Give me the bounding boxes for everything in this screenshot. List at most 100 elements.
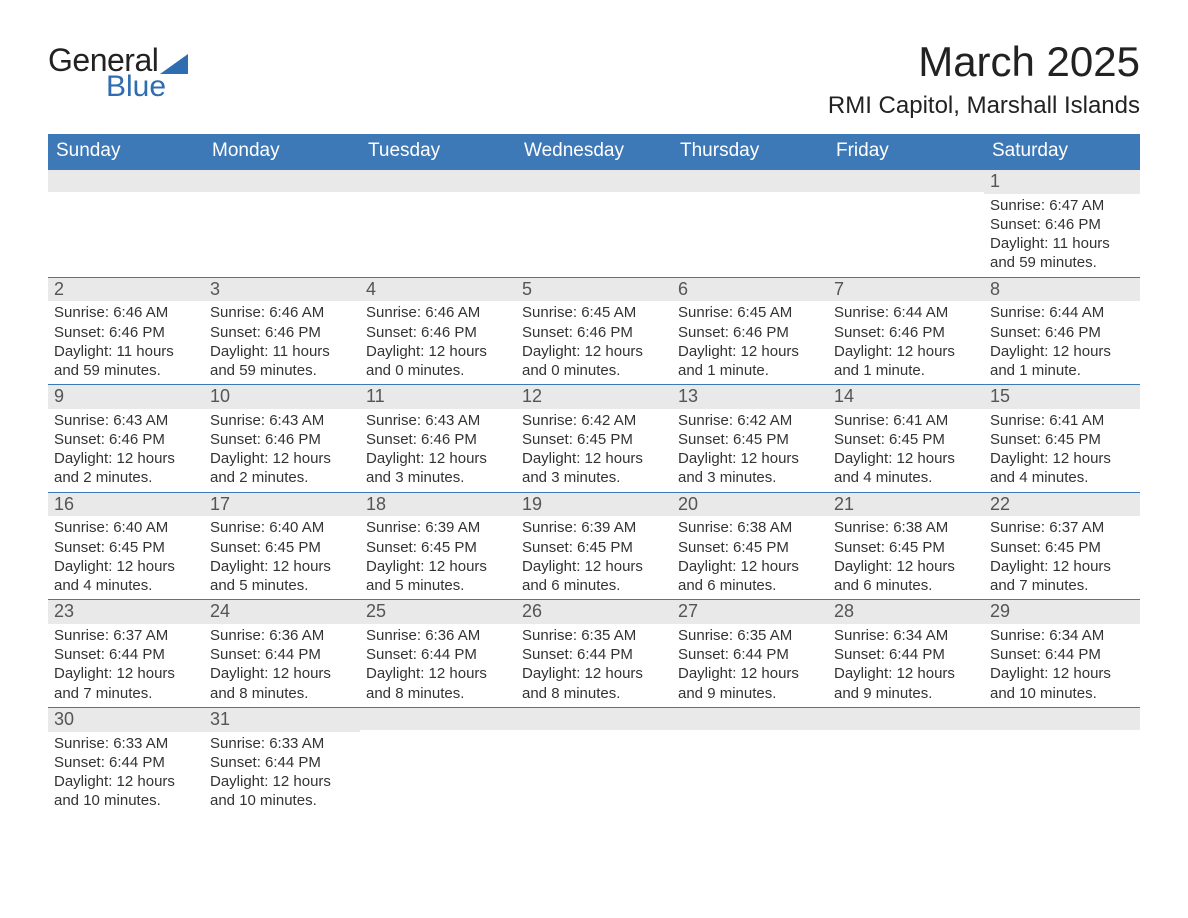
day-number: 2 <box>48 278 204 302</box>
calendar-day-cell: 4Sunrise: 6:46 AMSunset: 6:46 PMDaylight… <box>360 277 516 385</box>
day-details: Sunrise: 6:38 AMSunset: 6:45 PMDaylight:… <box>828 516 984 599</box>
calendar-day-cell: 24Sunrise: 6:36 AMSunset: 6:44 PMDayligh… <box>204 600 360 708</box>
calendar-empty-cell <box>204 170 360 278</box>
day-number: 30 <box>48 708 204 732</box>
logo: General Blue <box>48 44 188 102</box>
day-number: 17 <box>204 493 360 517</box>
calendar-day-cell: 8Sunrise: 6:44 AMSunset: 6:46 PMDaylight… <box>984 277 1140 385</box>
weekday-header: Saturday <box>984 134 1140 170</box>
day-number: 18 <box>360 493 516 517</box>
day-number: 14 <box>828 385 984 409</box>
calendar-day-cell: 17Sunrise: 6:40 AMSunset: 6:45 PMDayligh… <box>204 492 360 600</box>
calendar-empty-cell <box>48 170 204 278</box>
day-details: Sunrise: 6:42 AMSunset: 6:45 PMDaylight:… <box>516 409 672 492</box>
empty-day-strip <box>204 170 360 192</box>
day-number: 7 <box>828 278 984 302</box>
calendar-empty-cell <box>672 170 828 278</box>
calendar-day-cell: 11Sunrise: 6:43 AMSunset: 6:46 PMDayligh… <box>360 385 516 493</box>
empty-day-strip <box>360 708 516 730</box>
day-number: 3 <box>204 278 360 302</box>
day-details: Sunrise: 6:35 AMSunset: 6:44 PMDaylight:… <box>672 624 828 707</box>
calendar-day-cell: 6Sunrise: 6:45 AMSunset: 6:46 PMDaylight… <box>672 277 828 385</box>
empty-day-strip <box>984 708 1140 730</box>
calendar-day-cell: 18Sunrise: 6:39 AMSunset: 6:45 PMDayligh… <box>360 492 516 600</box>
day-number: 1 <box>984 170 1140 194</box>
weekday-header: Thursday <box>672 134 828 170</box>
empty-day-strip <box>828 708 984 730</box>
calendar-day-cell: 2Sunrise: 6:46 AMSunset: 6:46 PMDaylight… <box>48 277 204 385</box>
weekday-header: Monday <box>204 134 360 170</box>
day-number: 6 <box>672 278 828 302</box>
calendar-day-cell: 25Sunrise: 6:36 AMSunset: 6:44 PMDayligh… <box>360 600 516 708</box>
calendar-day-cell: 27Sunrise: 6:35 AMSunset: 6:44 PMDayligh… <box>672 600 828 708</box>
day-details: Sunrise: 6:34 AMSunset: 6:44 PMDaylight:… <box>828 624 984 707</box>
empty-day-strip <box>360 170 516 192</box>
calendar-day-cell: 20Sunrise: 6:38 AMSunset: 6:45 PMDayligh… <box>672 492 828 600</box>
day-details: Sunrise: 6:45 AMSunset: 6:46 PMDaylight:… <box>672 301 828 384</box>
calendar-empty-cell <box>516 170 672 278</box>
day-number: 5 <box>516 278 672 302</box>
calendar-table: SundayMondayTuesdayWednesdayThursdayFrid… <box>48 134 1140 814</box>
day-number: 24 <box>204 600 360 624</box>
day-number: 11 <box>360 385 516 409</box>
calendar-empty-cell <box>360 170 516 278</box>
calendar-day-cell: 26Sunrise: 6:35 AMSunset: 6:44 PMDayligh… <box>516 600 672 708</box>
day-number: 27 <box>672 600 828 624</box>
day-number: 13 <box>672 385 828 409</box>
calendar-empty-cell <box>516 707 672 814</box>
weekday-header: Wednesday <box>516 134 672 170</box>
day-details: Sunrise: 6:47 AMSunset: 6:46 PMDaylight:… <box>984 194 1140 277</box>
day-details: Sunrise: 6:39 AMSunset: 6:45 PMDaylight:… <box>516 516 672 599</box>
day-number: 28 <box>828 600 984 624</box>
weekday-header: Sunday <box>48 134 204 170</box>
empty-day-strip <box>828 170 984 192</box>
day-number: 26 <box>516 600 672 624</box>
calendar-day-cell: 23Sunrise: 6:37 AMSunset: 6:44 PMDayligh… <box>48 600 204 708</box>
calendar-empty-cell <box>828 170 984 278</box>
calendar-body: 1Sunrise: 6:47 AMSunset: 6:46 PMDaylight… <box>48 170 1140 815</box>
day-details: Sunrise: 6:46 AMSunset: 6:46 PMDaylight:… <box>48 301 204 384</box>
day-details: Sunrise: 6:46 AMSunset: 6:46 PMDaylight:… <box>360 301 516 384</box>
empty-day-strip <box>516 170 672 192</box>
weekday-header: Tuesday <box>360 134 516 170</box>
calendar-day-cell: 16Sunrise: 6:40 AMSunset: 6:45 PMDayligh… <box>48 492 204 600</box>
day-details: Sunrise: 6:36 AMSunset: 6:44 PMDaylight:… <box>204 624 360 707</box>
day-details: Sunrise: 6:46 AMSunset: 6:46 PMDaylight:… <box>204 301 360 384</box>
calendar-day-cell: 7Sunrise: 6:44 AMSunset: 6:46 PMDaylight… <box>828 277 984 385</box>
calendar-empty-cell <box>828 707 984 814</box>
day-details: Sunrise: 6:37 AMSunset: 6:44 PMDaylight:… <box>48 624 204 707</box>
day-number: 15 <box>984 385 1140 409</box>
day-details: Sunrise: 6:41 AMSunset: 6:45 PMDaylight:… <box>984 409 1140 492</box>
calendar-day-cell: 3Sunrise: 6:46 AMSunset: 6:46 PMDaylight… <box>204 277 360 385</box>
day-number: 23 <box>48 600 204 624</box>
calendar-week-row: 23Sunrise: 6:37 AMSunset: 6:44 PMDayligh… <box>48 600 1140 708</box>
calendar-day-cell: 1Sunrise: 6:47 AMSunset: 6:46 PMDaylight… <box>984 170 1140 278</box>
page-title: March 2025 <box>828 38 1140 86</box>
calendar-day-cell: 13Sunrise: 6:42 AMSunset: 6:45 PMDayligh… <box>672 385 828 493</box>
day-details: Sunrise: 6:41 AMSunset: 6:45 PMDaylight:… <box>828 409 984 492</box>
day-details: Sunrise: 6:39 AMSunset: 6:45 PMDaylight:… <box>360 516 516 599</box>
calendar-day-cell: 15Sunrise: 6:41 AMSunset: 6:45 PMDayligh… <box>984 385 1140 493</box>
day-number: 10 <box>204 385 360 409</box>
day-number: 22 <box>984 493 1140 517</box>
page-subtitle: RMI Capitol, Marshall Islands <box>828 92 1140 120</box>
day-number: 16 <box>48 493 204 517</box>
day-details: Sunrise: 6:45 AMSunset: 6:46 PMDaylight:… <box>516 301 672 384</box>
calendar-day-cell: 31Sunrise: 6:33 AMSunset: 6:44 PMDayligh… <box>204 707 360 814</box>
day-number: 20 <box>672 493 828 517</box>
calendar-week-row: 1Sunrise: 6:47 AMSunset: 6:46 PMDaylight… <box>48 170 1140 278</box>
calendar-day-cell: 30Sunrise: 6:33 AMSunset: 6:44 PMDayligh… <box>48 707 204 814</box>
calendar-day-cell: 19Sunrise: 6:39 AMSunset: 6:45 PMDayligh… <box>516 492 672 600</box>
day-number: 31 <box>204 708 360 732</box>
day-details: Sunrise: 6:43 AMSunset: 6:46 PMDaylight:… <box>360 409 516 492</box>
day-number: 12 <box>516 385 672 409</box>
day-details: Sunrise: 6:35 AMSunset: 6:44 PMDaylight:… <box>516 624 672 707</box>
calendar-day-cell: 5Sunrise: 6:45 AMSunset: 6:46 PMDaylight… <box>516 277 672 385</box>
calendar-day-cell: 28Sunrise: 6:34 AMSunset: 6:44 PMDayligh… <box>828 600 984 708</box>
calendar-week-row: 16Sunrise: 6:40 AMSunset: 6:45 PMDayligh… <box>48 492 1140 600</box>
day-number: 4 <box>360 278 516 302</box>
title-block: March 2025 RMI Capitol, Marshall Islands <box>828 44 1140 120</box>
day-details: Sunrise: 6:43 AMSunset: 6:46 PMDaylight:… <box>204 409 360 492</box>
day-number: 19 <box>516 493 672 517</box>
calendar-empty-cell <box>984 707 1140 814</box>
